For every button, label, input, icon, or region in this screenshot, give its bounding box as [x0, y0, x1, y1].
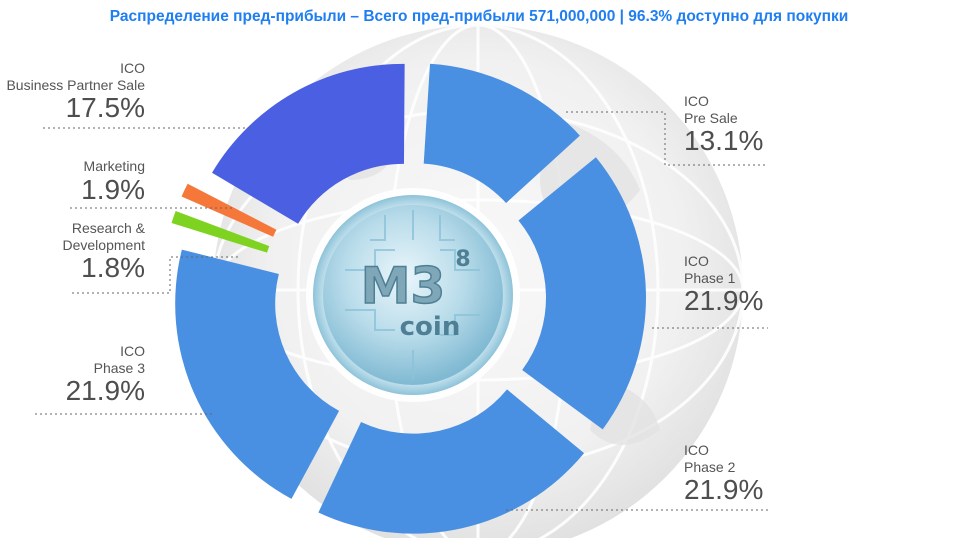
label-pre-sale-line2: Pre Sale: [684, 109, 738, 126]
logo-sup-text: 8: [455, 247, 470, 272]
label-business-partner-value: 17.5%: [65, 92, 145, 124]
label-pre-sale-value: 13.1%: [684, 125, 764, 157]
label-research-line2: Development: [62, 236, 146, 253]
label-phase-3: ICO Phase 3 21.9%: [66, 343, 145, 407]
label-marketing: Marketing 1.9%: [81, 158, 145, 205]
slice-research: [171, 210, 270, 253]
slice-business-partner: [212, 63, 405, 224]
logo-sub-text: coin: [400, 312, 461, 342]
logo-main-text: M3: [361, 257, 446, 315]
label-phase-2-value: 21.9%: [684, 474, 764, 506]
label-phase-3-line2: Phase 3: [93, 359, 145, 376]
label-marketing-value: 1.9%: [81, 173, 145, 205]
label-phase-3-line1: ICO: [120, 343, 145, 359]
label-business-partner-line1: ICO: [120, 60, 145, 76]
label-business-partner-line2: Business Partner Sale: [6, 76, 145, 93]
label-phase-1-line1: ICO: [684, 253, 709, 269]
label-research-line1: Research &: [71, 220, 145, 236]
slice-phase-1: [518, 157, 646, 430]
leader-line-research: [70, 256, 238, 294]
label-research-value: 1.8%: [81, 252, 145, 284]
label-phase-2: ICO Phase 2 21.9%: [684, 442, 763, 506]
slice-pre-sale: [423, 63, 580, 204]
label-phase-1: ICO Phase 1 21.9%: [684, 253, 763, 317]
slice-phase-2: [318, 389, 585, 534]
slice-phase-3: [175, 249, 340, 499]
slice-marketing: [181, 183, 277, 237]
label-phase-1-value: 21.9%: [684, 285, 764, 317]
label-phase-2-line2: Phase 2: [684, 458, 736, 475]
label-marketing-line1: Marketing: [83, 158, 145, 174]
label-business-partner: ICO Business Partner Sale 17.5%: [6, 60, 145, 124]
chart-title: Распределение пред-прибыли – Всего пред-…: [109, 8, 849, 25]
label-phase-2-line1: ICO: [684, 442, 709, 458]
m3-coin-logo: M3 8 coin: [306, 188, 520, 402]
label-pre-sale-line1: ICO: [684, 93, 709, 109]
donut-slices: [171, 63, 646, 534]
label-phase-3-value: 21.9%: [65, 375, 145, 407]
label-pre-sale: ICO Pre Sale 13.1%: [684, 93, 763, 157]
leader-lines: [34, 111, 768, 511]
label-phase-1-line2: Phase 1: [684, 269, 736, 286]
leader-line-pre-sale: [566, 111, 768, 166]
label-research: Research & Development 1.8%: [63, 220, 146, 284]
